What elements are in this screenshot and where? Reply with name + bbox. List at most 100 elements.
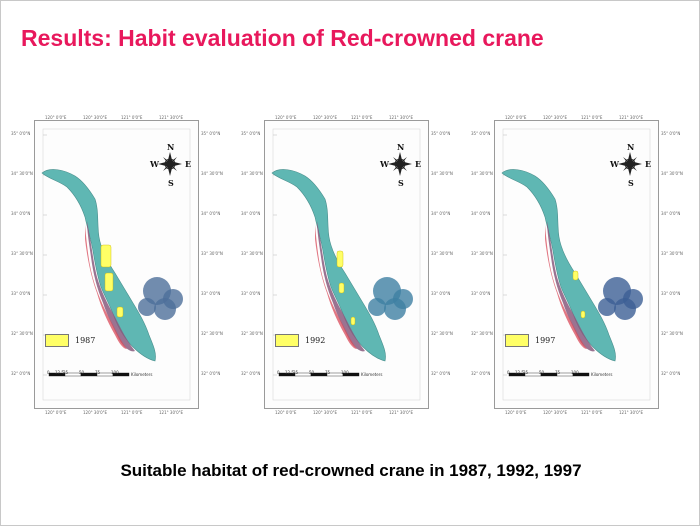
latitude-tick-label-right: 34° 30'0"N (661, 171, 683, 176)
compass-rose-icon (388, 152, 412, 176)
latitude-tick-label-right: 35° 0'0"N (201, 131, 221, 136)
latitude-tick-label: 33° 30'0"N (11, 251, 33, 256)
longitude-tick-label: 121° 30'0"E (619, 115, 644, 120)
scale-bar-label: 0 (277, 370, 280, 375)
longitude-tick-label-bottom: 120° 30'0"E (313, 410, 338, 415)
scale-bar-label: 100 (571, 370, 579, 375)
latitude-tick-label-right: 35° 0'0"N (431, 131, 451, 136)
latitude-tick-label-right: 32° 0'0"N (661, 371, 681, 376)
longitude-tick-label: 120° 0'0"E (505, 115, 527, 120)
map-inner-frame (502, 128, 651, 401)
latitude-tick-label-right: 33° 30'0"N (661, 251, 683, 256)
offshore-sand-ridge (368, 298, 386, 316)
latitude-tick-label: 32° 0'0"N (11, 371, 31, 376)
longitude-tick-label: 120° 0'0"E (275, 115, 297, 120)
offshore-sand-ridge (154, 298, 176, 320)
latitude-tick-label: 32° 30'0"N (241, 331, 263, 336)
compass-w-label: W (610, 159, 619, 169)
longitude-tick-label-bottom: 120° 30'0"E (543, 410, 568, 415)
latitude-tick-label: 34° 30'0"N (11, 171, 33, 176)
map-inner-frame (42, 128, 191, 401)
habitat-map-1987: N S E W 120° 0'0"E 120° 30'0"E 121° 0'0"E 121° … (11, 115, 223, 415)
latitude-tick-label-right: 34° 30'0"N (431, 171, 453, 176)
map-canvas (271, 128, 421, 401)
scale-bar-label: 25 (293, 370, 299, 375)
scale-bar-unit: Kilometers (361, 372, 383, 377)
longitude-tick-label-bottom: 120° 30'0"E (83, 410, 108, 415)
latitude-tick-label: 34° 0'0"N (241, 211, 261, 216)
legend-swatch (505, 334, 529, 347)
scale-bar (48, 372, 130, 377)
compass-e-label: E (415, 159, 422, 169)
compass-n-label: N (167, 142, 175, 152)
latitude-tick-label: 33° 30'0"N (241, 251, 263, 256)
longitude-tick-label: 121° 0'0"E (121, 115, 143, 120)
latitude-tick-label: 32° 30'0"N (471, 331, 493, 336)
latitude-tick-label: 35° 0'0"N (11, 131, 31, 136)
scale-bar-label: 100 (111, 370, 119, 375)
scale-bar-label: 0 (47, 370, 50, 375)
compass-n-label: N (397, 142, 405, 152)
latitude-tick-label: 34° 0'0"N (11, 211, 31, 216)
longitude-tick-label: 120° 30'0"E (543, 115, 568, 120)
compass-e-label: E (645, 159, 652, 169)
scale-bar-label: 100 (341, 370, 349, 375)
longitude-tick-label-bottom: 121° 0'0"E (121, 410, 143, 415)
scale-bar-label: 50 (79, 370, 85, 375)
compass-e-label: E (185, 159, 192, 169)
suitable-habitat-patch (338, 282, 345, 294)
longitude-tick-label: 120° 30'0"E (313, 115, 338, 120)
map-legend: 1997 (505, 334, 555, 347)
suitable-habitat-patch (104, 272, 114, 292)
compass-n-label: N (627, 142, 635, 152)
suitable-habitat-patch (336, 250, 344, 268)
latitude-tick-label-right: 32° 30'0"N (661, 331, 683, 336)
longitude-tick-label: 121° 0'0"E (581, 115, 603, 120)
scale-bar-unit: Kilometers (591, 372, 613, 377)
scale-bar-label: 75 (95, 370, 101, 375)
latitude-tick-label-right: 33° 30'0"N (201, 251, 223, 256)
latitude-tick-label-right: 33° 30'0"N (431, 251, 453, 256)
longitude-tick-label-bottom: 121° 30'0"E (159, 410, 184, 415)
latitude-tick-label-right: 32° 30'0"N (431, 331, 453, 336)
scale-bar-label: 50 (539, 370, 545, 375)
longitude-tick-label-bottom: 120° 0'0"E (505, 410, 527, 415)
offshore-sand-ridge (598, 298, 616, 316)
latitude-tick-label-right: 32° 0'0"N (431, 371, 451, 376)
compass-w-label: W (150, 159, 159, 169)
latitude-tick-label-right: 34° 0'0"N (661, 211, 681, 216)
legend-swatch (275, 334, 299, 347)
legend-year-label: 1987 (75, 336, 96, 345)
latitude-tick-label-right: 32° 30'0"N (201, 331, 223, 336)
scale-bar-unit: Kilometers (131, 372, 153, 377)
coastal-wetland-strip (271, 169, 386, 362)
latitude-tick-label: 32° 0'0"N (471, 371, 491, 376)
compass-s-label: S (628, 178, 634, 188)
latitude-tick-label-right: 32° 0'0"N (201, 371, 221, 376)
latitude-tick-label: 35° 0'0"N (241, 131, 261, 136)
longitude-tick-label: 121° 30'0"E (159, 115, 184, 120)
offshore-sand-ridge (138, 298, 156, 316)
latitude-tick-label-right: 33° 0'0"N (661, 291, 681, 296)
latitude-tick-label: 35° 0'0"N (471, 131, 491, 136)
longitude-tick-label-bottom: 120° 0'0"E (275, 410, 297, 415)
latitude-tick-label-right: 33° 0'0"N (431, 291, 451, 296)
latitude-tick-label: 32° 0'0"N (241, 371, 261, 376)
scale-bar-label: 12.5 (55, 370, 64, 375)
suitable-habitat-patch (350, 316, 356, 326)
map-canvas (501, 128, 651, 401)
latitude-tick-label: 33° 0'0"N (241, 291, 261, 296)
map-inner-frame (272, 128, 421, 401)
coastal-wetland-strip (41, 169, 156, 362)
latitude-tick-label: 34° 30'0"N (241, 171, 263, 176)
compass-s-label: S (398, 178, 404, 188)
scale-bar-label: 12.5 (515, 370, 524, 375)
longitude-tick-label-bottom: 121° 0'0"E (351, 410, 373, 415)
coastal-wetland-strip (501, 169, 616, 362)
latitude-tick-label: 33° 0'0"N (471, 291, 491, 296)
slide-caption: Suitable habitat of red-crowned crane in… (120, 461, 582, 480)
scale-bar-label: 12.5 (285, 370, 294, 375)
latitude-tick-label-right: 34° 0'0"N (431, 211, 451, 216)
habitat-map-1992: N S E W 120° 0'0"E 120° 30'0"E 121° 0'0"E 121° … (241, 115, 453, 415)
latitude-tick-label: 33° 30'0"N (471, 251, 493, 256)
